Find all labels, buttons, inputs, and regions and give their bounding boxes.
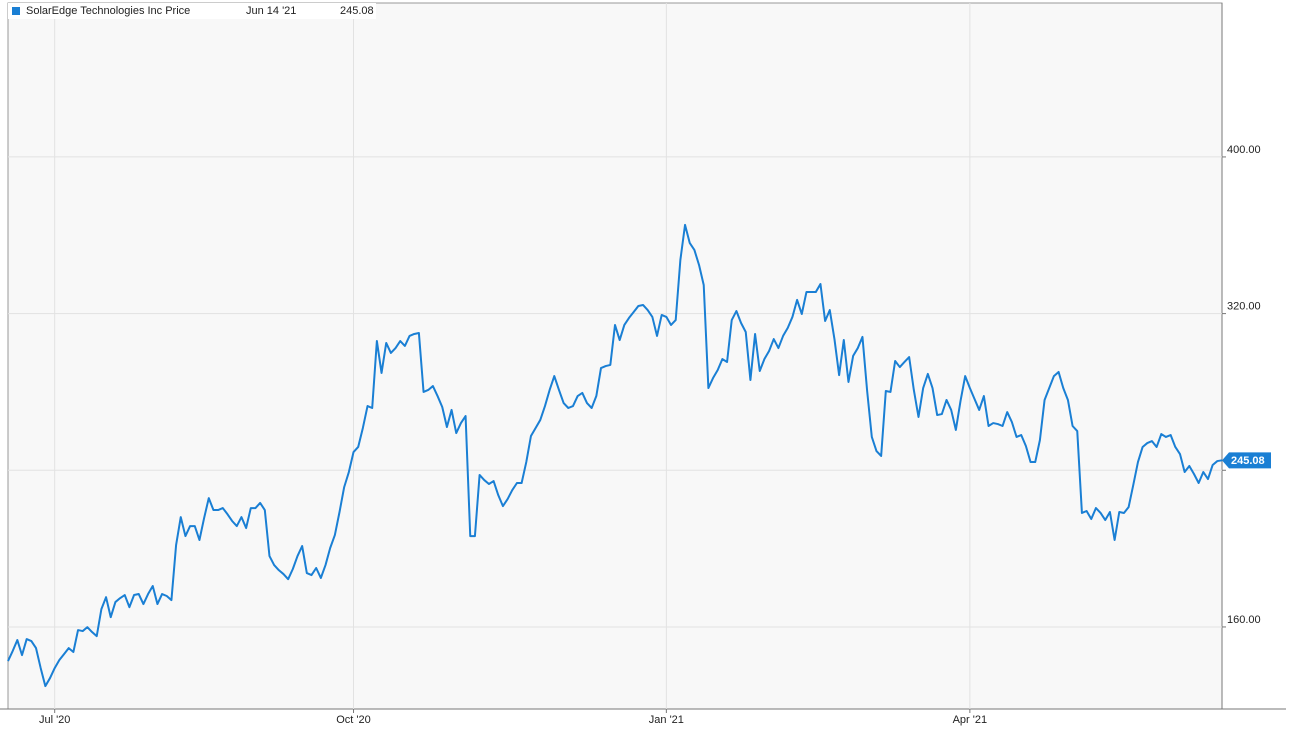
legend-date: Jun 14 '21 [246, 5, 296, 17]
legend-value: 245.08 [340, 5, 374, 17]
legend-label: SolarEdge Technologies Inc Price [26, 5, 190, 17]
price-line [7, 223, 1223, 688]
last-price-tag: 245.08 [1222, 452, 1271, 469]
x-tick-label: Oct '20 [336, 714, 371, 726]
x-tick-label: Jan '21 [649, 714, 684, 726]
x-tick-label: Apr '21 [953, 714, 988, 726]
plot-area [7, 2, 1223, 710]
legend-bg [8, 3, 376, 19]
plot [7, 223, 1223, 688]
last-price-label: 245.08 [1231, 455, 1265, 467]
y-tick-label: 400.00 [1227, 144, 1261, 156]
y-tick-label: 320.00 [1227, 301, 1261, 313]
legend-swatch [12, 7, 20, 15]
grid [8, 3, 1226, 713]
legend: SolarEdge Technologies Inc Price Jun 14 … [8, 3, 376, 19]
y-tick-label: 160.00 [1227, 614, 1261, 626]
last-price-marker [1222, 452, 1271, 469]
x-tick-label: Jul '20 [39, 714, 70, 726]
